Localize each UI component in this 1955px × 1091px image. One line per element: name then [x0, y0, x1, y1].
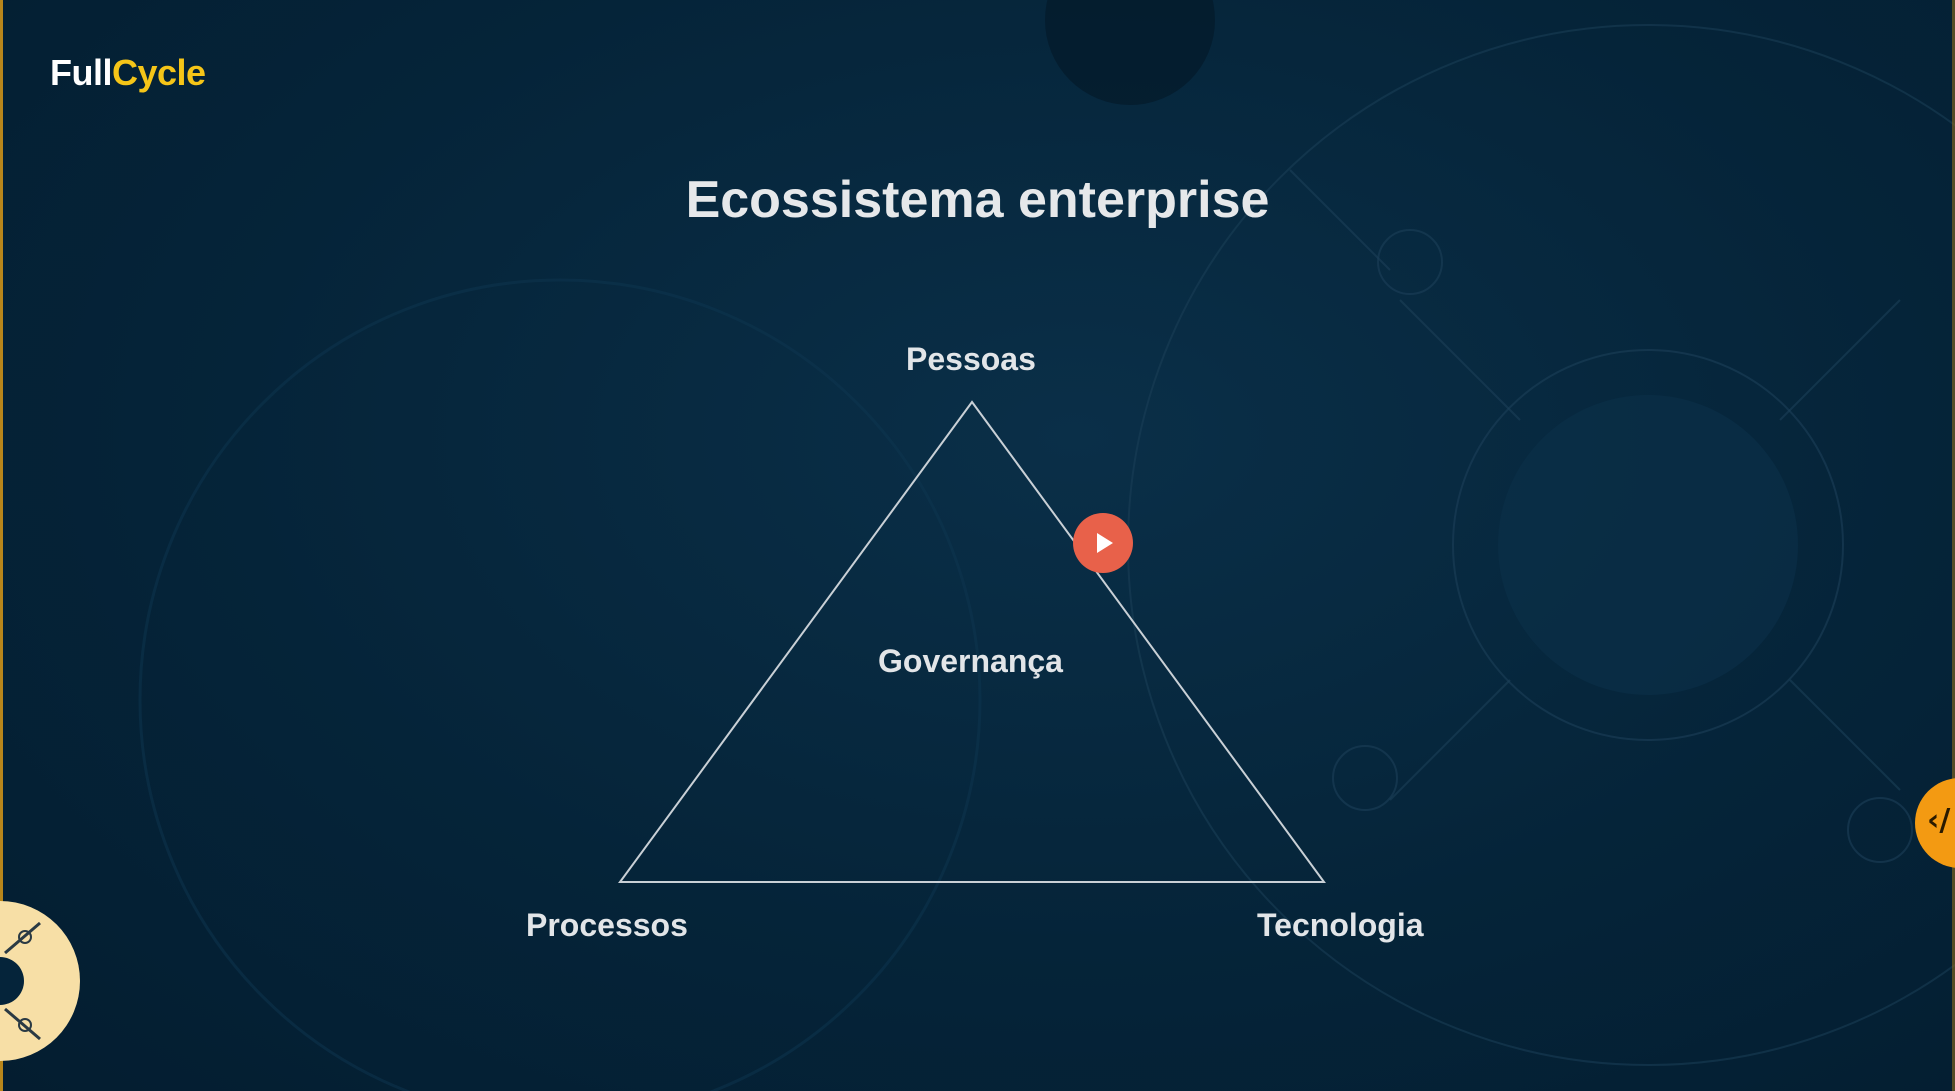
- puzzle-wheel-decoration: [0, 901, 80, 1061]
- play-icon: [1097, 533, 1113, 553]
- play-button[interactable]: [1073, 513, 1133, 573]
- triangle-outline: [618, 400, 1326, 883]
- logo-text-cycle: Cycle: [111, 52, 206, 93]
- center-label-governanca: Governança: [878, 643, 1063, 679]
- fullcycle-logo: FullCycle: [50, 52, 206, 94]
- logo-text-full: Full: [50, 52, 112, 93]
- vertex-label-pessoas: Pessoas: [906, 341, 1036, 377]
- slide-title: Ecossistema enterprise: [685, 171, 1270, 229]
- right-edge-accent: [1952, 0, 1955, 1091]
- vertex-label-processos: Processos: [526, 907, 688, 943]
- vertex-label-tecnologia: Tecnologia: [1257, 907, 1424, 943]
- left-edge-accent: [0, 0, 3, 1091]
- code-chevron-icon: ‹/: [1927, 803, 1951, 838]
